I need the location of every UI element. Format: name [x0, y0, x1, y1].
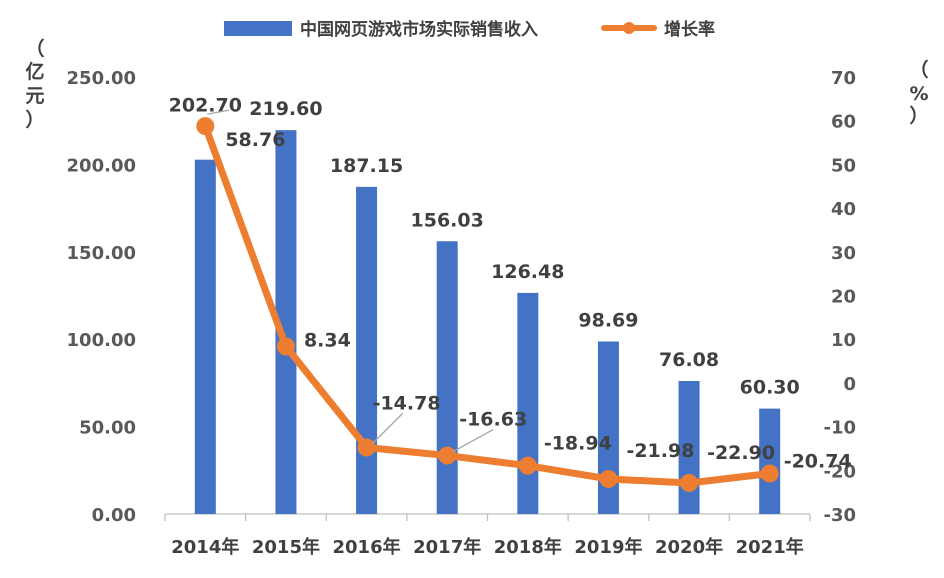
y-right-unit-char: （ [909, 58, 928, 81]
growth-point [357, 438, 376, 457]
bar-value-label: 126.48 [491, 261, 564, 283]
y-right-tick-label: -30 [823, 505, 856, 526]
y-right-tick-label: 10 [831, 330, 856, 351]
y-left-tick-label: 250.00 [67, 68, 136, 89]
x-tick-label: 2016年 [333, 536, 401, 558]
y-left-tick-label: 150.00 [67, 243, 136, 264]
growth-point [438, 446, 457, 465]
bar-value-label: 60.30 [740, 377, 800, 399]
y-left-tick-label: 50.00 [79, 418, 136, 439]
legend-swatch-revenue [224, 21, 292, 36]
legend-marker-growth [623, 22, 635, 34]
growth-point [518, 456, 537, 475]
x-tick-label: 2017年 [413, 536, 481, 558]
y-right-unit-char: ） [909, 104, 928, 127]
y-right-tick-label: 50 [831, 155, 856, 176]
bars [194, 130, 781, 514]
y-right-tick-label: 40 [831, 199, 856, 220]
legend-label-growth: 增长率 [664, 19, 715, 40]
growth-line-path [201, 122, 774, 487]
growth-value-label: 8.34 [304, 329, 351, 351]
leader-line [207, 109, 230, 115]
y-left-unit-char: （ [25, 37, 44, 60]
growth-point [276, 337, 295, 356]
y-left-unit-char: ） [25, 108, 44, 131]
bar [194, 159, 216, 514]
bar [759, 408, 781, 514]
growth-value-label: -20.74 [784, 451, 852, 473]
bar [356, 186, 378, 514]
growth-point [760, 464, 779, 483]
growth-value-label: -22.90 [707, 442, 775, 464]
growth-value-label: -21.98 [626, 440, 694, 462]
x-tick-label: 2018年 [494, 536, 562, 558]
y-right-tick-label: 30 [831, 243, 856, 264]
growth-value-label: -18.94 [544, 433, 612, 455]
x-tick-label: 2015年 [252, 536, 320, 558]
y-axis-left-unit: （亿元） [25, 37, 44, 131]
legend: 中国网页游戏市场实际销售收入 增长率 [224, 19, 715, 40]
leader-line [372, 413, 404, 444]
x-tick-label: 2019年 [574, 536, 642, 558]
bar-value-label: 76.08 [659, 349, 719, 371]
y-right-tick-label: 0 [843, 374, 856, 395]
bar-value-label: 219.60 [249, 98, 322, 120]
bar-value-label: 156.03 [411, 209, 484, 231]
y-right-unit-char: % [909, 83, 928, 105]
bar [436, 241, 458, 514]
y-axis-right-unit: （%） [909, 58, 928, 127]
x-tick-label: 2021年 [736, 536, 804, 558]
y-left-tick-label: 100.00 [67, 330, 136, 351]
y-right-tick-label: 70 [831, 68, 856, 89]
bar [597, 341, 619, 514]
y-right-tick-label: -20 [823, 461, 856, 482]
growth-value-label: -14.78 [373, 392, 441, 414]
y-right-tick-label: 20 [831, 287, 856, 308]
legend-label-revenue: 中国网页游戏市场实际销售收入 [300, 19, 538, 40]
x-tick-label: 2014年 [171, 536, 239, 558]
y-left-tick-label: 0.00 [92, 505, 136, 526]
x-tick-label: 2020年 [655, 536, 723, 558]
growth-point [196, 117, 215, 136]
bar-value-label: 98.69 [578, 309, 638, 331]
y-left-unit-char: 元 [25, 85, 44, 107]
growth-value-label: 58.76 [225, 129, 285, 151]
growth-value-label: -16.63 [459, 409, 527, 431]
axes: 2014年 2015年 2016年 2017年 2018年 2019年 2020年 2021年… [67, 68, 856, 558]
bar-value-label: 202.70 [169, 95, 242, 117]
bar-value-label: 187.15 [330, 155, 403, 177]
bar [275, 130, 297, 514]
y-right-tick-label: -10 [823, 418, 856, 439]
growth-line [196, 117, 779, 492]
y-left-tick-label: 200.00 [67, 155, 136, 176]
growth-point [599, 469, 618, 488]
data-labels: 202.70 219.60 187.15 156.03 126.48 98.69 76.08… [169, 95, 852, 473]
y-right-tick-label: 60 [831, 112, 856, 133]
leader-line [452, 429, 494, 453]
y-left-unit-char: 亿 [25, 60, 44, 83]
growth-point [680, 473, 699, 492]
bar [517, 292, 539, 514]
